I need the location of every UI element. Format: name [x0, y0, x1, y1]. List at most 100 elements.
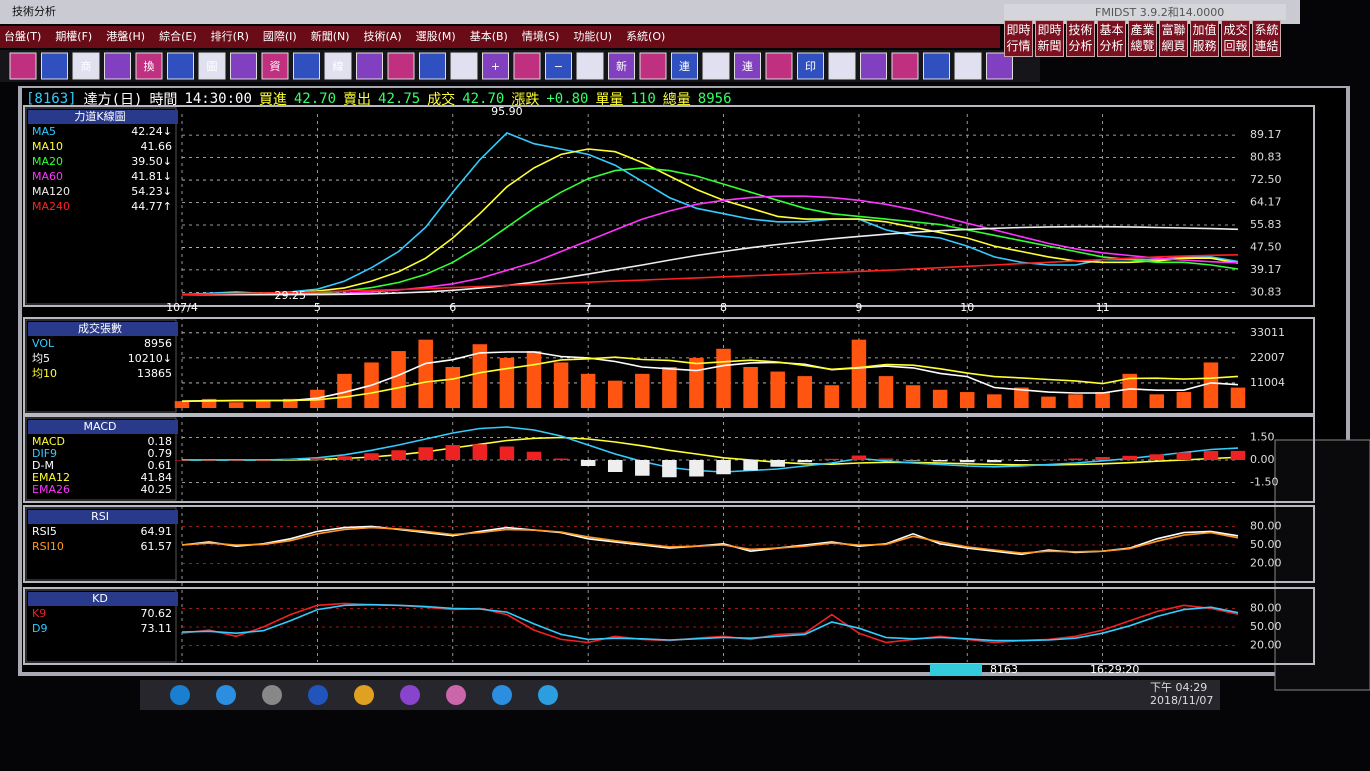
- panel-frame: [23, 415, 1315, 503]
- legend-name: RSI5: [32, 525, 57, 538]
- bar: [283, 459, 298, 460]
- app-title-bar: [1004, 4, 1286, 20]
- bar: [391, 351, 406, 408]
- side-button[interactable]: 產業總覽: [1128, 20, 1157, 57]
- side-button[interactable]: 技術分析: [1066, 20, 1095, 57]
- x-tick-label: 7: [585, 301, 592, 314]
- toolbar-button[interactable]: [608, 52, 635, 80]
- y-tick-label: 64.17: [1250, 195, 1282, 208]
- toolbar-button[interactable]: [923, 52, 950, 80]
- bar: [797, 376, 813, 408]
- toolbar-button[interactable]: [734, 52, 761, 80]
- menu-item[interactable]: 期權(F): [55, 30, 92, 43]
- side-buttons: 即時行情 即時新聞 技術分析 基本分析 產業總覽 富聯網頁 加值服務 成交回報 系統連結: [1004, 20, 1281, 57]
- panel-title: 成交張數: [78, 321, 122, 335]
- side-button[interactable]: 加值服務: [1190, 20, 1219, 57]
- bar: [228, 460, 244, 461]
- toolbar-button[interactable]: [954, 52, 982, 80]
- menu-item[interactable]: 選股(M): [416, 30, 456, 43]
- toolbar-button[interactable]: [261, 52, 289, 80]
- legend-value: 40.25: [141, 483, 173, 496]
- toolbar-button[interactable]: [72, 52, 100, 80]
- toolbar-button[interactable]: [513, 52, 541, 80]
- series-line: [182, 195, 1239, 296]
- quote-item: 8956: [697, 91, 732, 107]
- menu-item[interactable]: 排行(R): [211, 29, 249, 43]
- taskbar-icon[interactable]: [492, 685, 512, 705]
- toolbar-button[interactable]: [891, 52, 919, 80]
- bar: [1230, 450, 1246, 460]
- taskbar-icon[interactable]: [538, 685, 558, 705]
- toolbar-button[interactable]: [230, 52, 257, 80]
- toolbar-button[interactable]: [41, 52, 68, 80]
- quote-item: 42.70: [293, 91, 337, 107]
- toolbar-button[interactable]: [419, 52, 446, 80]
- bar: [770, 371, 785, 408]
- bar: [824, 458, 840, 460]
- side-button[interactable]: 即時新聞: [1035, 20, 1064, 57]
- menu-item[interactable]: 基本(B): [470, 29, 508, 43]
- toolbar-button[interactable]: [293, 52, 320, 80]
- quote-item: 漲跌: [511, 92, 540, 108]
- toolbar-button[interactable]: [356, 52, 383, 80]
- taskbar-icon[interactable]: [262, 685, 282, 705]
- series-line: [182, 436, 1239, 466]
- quote-item: 42.70: [462, 91, 505, 107]
- toolbar-button[interactable]: [387, 52, 415, 80]
- menu-item[interactable]: 綜合(E): [159, 29, 197, 43]
- toolbar-button[interactable]: [986, 52, 1013, 80]
- toolbar-button[interactable]: [198, 52, 226, 80]
- menu-item[interactable]: 台盤(T): [4, 29, 41, 43]
- toolbar-button[interactable]: [765, 52, 793, 80]
- side-button[interactable]: 基本分析: [1097, 20, 1126, 57]
- quote-item: [8163]: [26, 91, 77, 107]
- bar: [905, 460, 921, 461]
- toolbar-button[interactable]: [104, 52, 131, 80]
- status-time: 16:29:20: [1090, 663, 1139, 676]
- side-button[interactable]: 富聯網頁: [1159, 20, 1188, 57]
- quote-item: 總量: [662, 92, 691, 108]
- toolbar-button[interactable]: [576, 52, 604, 80]
- toolbar-button[interactable]: [482, 52, 509, 80]
- toolbar-button[interactable]: [671, 52, 698, 80]
- toolbar-button[interactable]: [545, 52, 572, 80]
- legend-value: 10210↓: [128, 352, 172, 365]
- legend-value: 54.23↓: [131, 185, 172, 198]
- menu-item[interactable]: 國際(I): [263, 30, 297, 43]
- side-button[interactable]: 即時行情: [1004, 20, 1033, 57]
- series-line: [182, 426, 1239, 473]
- bar: [635, 373, 650, 408]
- menu-item[interactable]: 新聞(N): [311, 29, 350, 43]
- bar: [499, 446, 515, 460]
- menu-item[interactable]: 系統(O): [626, 29, 665, 43]
- menu-item[interactable]: 港盤(H): [106, 30, 145, 43]
- toolbar-button[interactable]: [797, 52, 824, 80]
- side-button[interactable]: 系統連結: [1252, 20, 1281, 57]
- taskbar-icon[interactable]: [354, 685, 374, 705]
- toolbar-button[interactable]: [167, 52, 194, 80]
- taskbar-icon[interactable]: [170, 685, 190, 705]
- bar: [716, 348, 731, 408]
- toolbar-button[interactable]: [860, 52, 887, 80]
- toolbar-button[interactable]: [135, 52, 163, 80]
- x-tick-label: 11: [1096, 301, 1110, 314]
- menu-item[interactable]: 功能(U): [573, 29, 612, 43]
- toolbar-button[interactable]: [450, 52, 478, 80]
- bar: [337, 456, 352, 460]
- toolbar-button[interactable]: [702, 52, 730, 80]
- taskbar-icon[interactable]: [308, 685, 328, 705]
- taskbar-icon[interactable]: [216, 685, 236, 705]
- bar: [932, 389, 948, 408]
- y-tick-label: 22007: [1250, 351, 1285, 364]
- toolbar-button[interactable]: [324, 52, 352, 80]
- toolbar-button[interactable]: [828, 52, 856, 80]
- bar: [418, 447, 433, 460]
- menu-item[interactable]: 情境(S): [522, 29, 560, 43]
- taskbar-icon[interactable]: [446, 685, 466, 705]
- taskbar-icon[interactable]: [400, 685, 420, 705]
- side-button[interactable]: 成交回報: [1221, 20, 1250, 57]
- toolbar-button[interactable]: [639, 52, 667, 80]
- menu-item[interactable]: 技術(A): [364, 30, 402, 43]
- panel-title-box: [28, 592, 178, 606]
- toolbar-button[interactable]: [9, 52, 37, 80]
